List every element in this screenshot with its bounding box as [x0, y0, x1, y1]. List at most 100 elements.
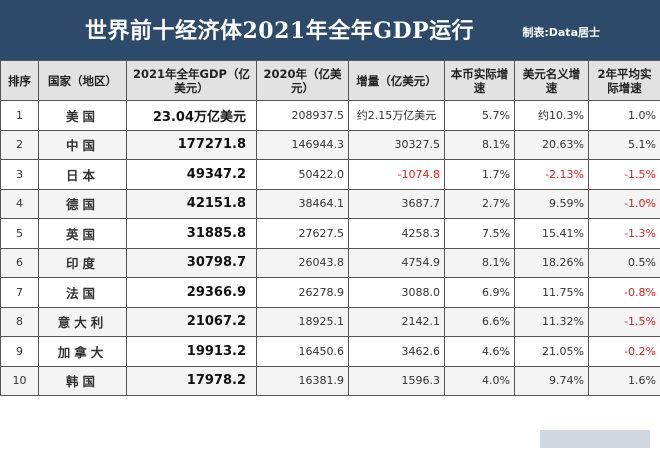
increase-cell: 3462.6 [348, 336, 445, 367]
gdp-2020-cell: 18925.1 [256, 306, 349, 337]
gdp-2020-cell: 26043.8 [256, 247, 349, 278]
gdp-2021-cell: 29366.9 [126, 277, 257, 308]
real-growth-cell: 6.6% [444, 306, 515, 337]
table-row: 1 美国 23.04万亿美元 208937.5 约2.15万亿美元 5.7% 约10.3% 1… [0, 100, 660, 131]
country-cell: 法国 [38, 277, 127, 308]
author-credit: 制表:Data居士 [522, 26, 600, 39]
rank-cell: 2 [0, 129, 39, 160]
rank-cell: 3 [0, 159, 39, 190]
column-header-col-gdp-2021: 2021年全年GDP（亿美元） [126, 60, 257, 101]
column-header-col-increase: 增量（亿美元） [348, 60, 445, 101]
avg-2y-cell: 5.1% [588, 129, 660, 160]
column-header-col-nominal-growth: 美元名义增速 [514, 60, 589, 101]
real-growth-cell: 5.7% [444, 100, 515, 131]
country-cell: 中国 [38, 129, 127, 160]
country-cell: 印度 [38, 247, 127, 278]
gdp-2020-cell: 16381.9 [256, 365, 349, 396]
avg-2y-cell: 1.0% [588, 100, 660, 131]
increase-cell: 30327.5 [348, 129, 445, 160]
increase-cell: 约2.15万亿美元 [348, 100, 445, 131]
increase-cell: -1074.8 [348, 159, 445, 190]
rank-cell: 6 [0, 247, 39, 278]
table-row: 6 印度 30798.7 26043.8 4754.9 8.1% 18.26% 0.5% [0, 247, 660, 278]
nominal-growth-cell: 约10.3% [514, 100, 589, 131]
rank-cell: 10 [0, 365, 39, 396]
rank-cell: 9 [0, 336, 39, 367]
column-header-col-rank: 排序 [0, 60, 39, 101]
increase-cell: 4258.3 [348, 218, 445, 249]
table-row: 9 加拿大 19913.2 16450.6 3462.6 4.6% 21.05% -0.2% [0, 336, 660, 367]
table-row: 4 德国 42151.8 38464.1 3687.7 2.7% 9.59% -1.0% [0, 188, 660, 219]
real-growth-cell: 1.7% [444, 159, 515, 190]
real-growth-cell: 8.1% [444, 247, 515, 278]
gdp-2021-cell: 17978.2 [126, 365, 257, 396]
rank-cell: 7 [0, 277, 39, 308]
gdp-2020-cell: 146944.3 [256, 129, 349, 160]
table-row: 7 法国 29366.9 26278.9 3088.0 6.9% 11.75% -0.8% [0, 277, 660, 308]
increase-cell: 3687.7 [348, 188, 445, 219]
table-row: 10 韩国 17978.2 16381.9 1596.3 4.0% 9.74% 1.6% [0, 365, 660, 396]
increase-cell: 4754.9 [348, 247, 445, 278]
increase-cell: 1596.3 [348, 365, 445, 396]
rank-cell: 5 [0, 218, 39, 249]
increase-cell: 2142.1 [348, 306, 445, 337]
avg-2y-cell: 0.5% [588, 247, 660, 278]
table-row: 5 英国 31885.8 27627.5 4258.3 7.5% 15.41% -1.3% [0, 218, 660, 249]
table-row: 2 中国 177271.8 146944.3 30327.5 8.1% 20.63% 5.1% [0, 129, 660, 160]
country-cell: 韩国 [38, 365, 127, 396]
column-header-col-country: 国家（地区） [38, 60, 127, 101]
gdp-2021-cell: 177271.8 [126, 129, 257, 160]
nominal-growth-cell: 11.32% [514, 306, 589, 337]
avg-2y-cell: -1.5% [588, 306, 660, 337]
gdp-2021-cell: 42151.8 [126, 188, 257, 219]
table-header-row: 排序 国家（地区） 2021年全年GDP（亿美元） 2020年（亿美元） 增量（亿美元）… [0, 60, 660, 101]
country-cell: 英国 [38, 218, 127, 249]
gdp-2021-cell: 19913.2 [126, 336, 257, 367]
real-growth-cell: 7.5% [444, 218, 515, 249]
nominal-growth-cell: 9.74% [514, 365, 589, 396]
column-header-col-avg-2y: 2年平均实际增速 [588, 60, 660, 101]
column-header-col-gdp-2020: 2020年（亿美元） [256, 60, 349, 101]
real-growth-cell: 6.9% [444, 277, 515, 308]
nominal-growth-cell: 21.05% [514, 336, 589, 367]
real-growth-cell: 8.1% [444, 129, 515, 160]
nominal-growth-cell: 18.26% [514, 247, 589, 278]
gdp-2021-cell: 30798.7 [126, 247, 257, 278]
country-cell: 日本 [38, 159, 127, 190]
table-row: 8 意大利 21067.2 18925.1 2142.1 6.6% 11.32% -1.5% [0, 306, 660, 337]
gdp-table: 排序 国家（地区） 2021年全年GDP（亿美元） 2020年（亿美元） 增量（亿美元）… [0, 60, 660, 396]
avg-2y-cell: -1.3% [588, 218, 660, 249]
gdp-2021-cell: 23.04万亿美元 [126, 100, 257, 131]
avg-2y-cell: 1.6% [588, 365, 660, 396]
country-cell: 意大利 [38, 306, 127, 337]
gdp-2020-cell: 26278.9 [256, 277, 349, 308]
gdp-2020-cell: 38464.1 [256, 188, 349, 219]
gdp-2020-cell: 208937.5 [256, 100, 349, 131]
table-body: 1 美国 23.04万亿美元 208937.5 约2.15万亿美元 5.7% 约10.3% 1… [0, 100, 660, 396]
gdp-2020-cell: 50422.0 [256, 159, 349, 190]
country-cell: 加拿大 [38, 336, 127, 367]
title-banner: 世界前十经济体2021年全年GDP运行 制表:Data居士 [0, 0, 660, 60]
rank-cell: 8 [0, 306, 39, 337]
nominal-growth-cell: 9.59% [514, 188, 589, 219]
avg-2y-cell: -0.2% [588, 336, 660, 367]
country-cell: 德国 [38, 188, 127, 219]
gdp-2020-cell: 27627.5 [256, 218, 349, 249]
gdp-2021-cell: 31885.8 [126, 218, 257, 249]
real-growth-cell: 4.0% [444, 365, 515, 396]
watermark [540, 430, 650, 448]
gdp-2021-cell: 49347.2 [126, 159, 257, 190]
column-header-col-real-growth: 本币实际增速 [444, 60, 515, 101]
nominal-growth-cell: 20.63% [514, 129, 589, 160]
country-cell: 美国 [38, 100, 127, 131]
nominal-growth-cell: -2.13% [514, 159, 589, 190]
rank-cell: 4 [0, 188, 39, 219]
real-growth-cell: 2.7% [444, 188, 515, 219]
rank-cell: 1 [0, 100, 39, 131]
avg-2y-cell: -1.0% [588, 188, 660, 219]
avg-2y-cell: -1.5% [588, 159, 660, 190]
gdp-2021-cell: 21067.2 [126, 306, 257, 337]
table-row: 3 日本 49347.2 50422.0 -1074.8 1.7% -2.13% -1.5% [0, 159, 660, 190]
nominal-growth-cell: 11.75% [514, 277, 589, 308]
page-title: 世界前十经济体2021年全年GDP运行 [85, 18, 475, 44]
